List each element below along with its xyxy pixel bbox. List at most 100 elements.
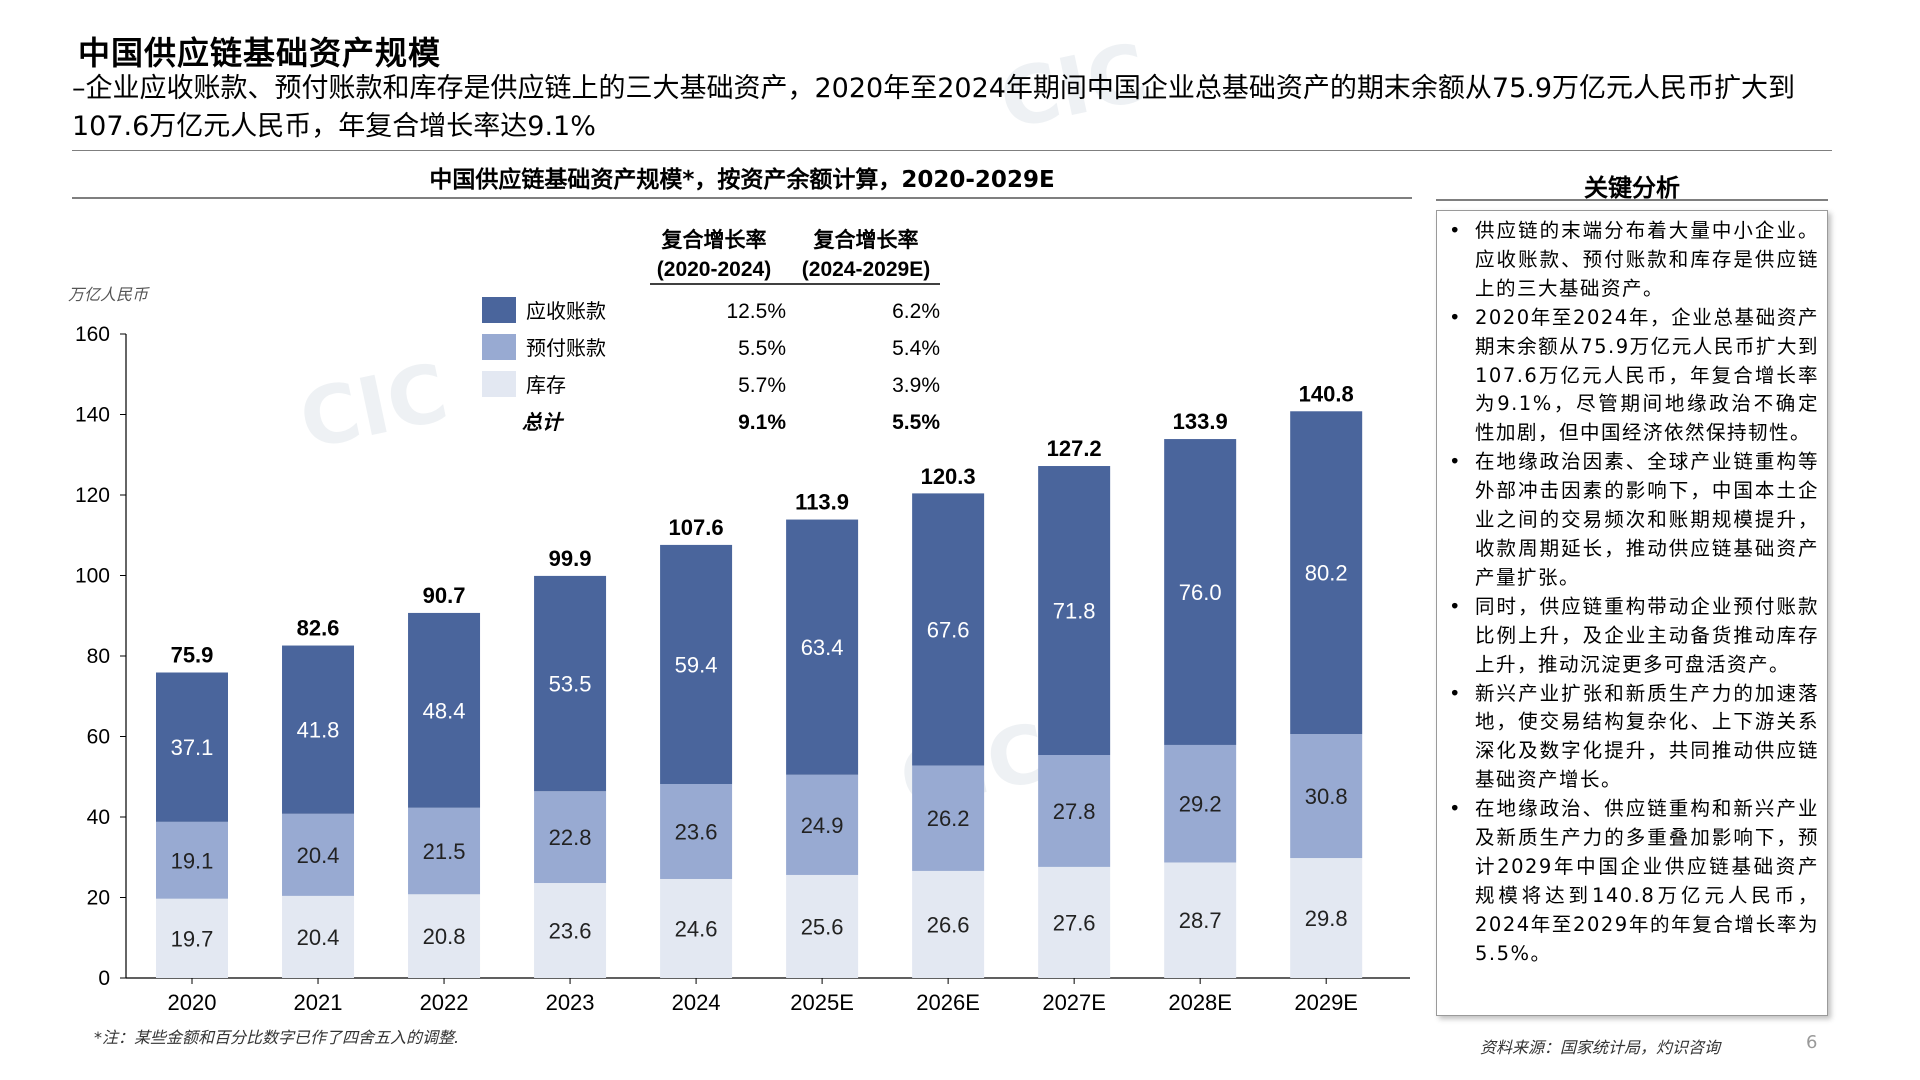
source-note: 资料来源：国家统计局，灼识咨询 bbox=[1480, 1038, 1721, 1057]
data-label: 29.2 bbox=[1179, 792, 1222, 817]
data-label: 63.4 bbox=[801, 635, 844, 660]
bar-segment bbox=[534, 575, 607, 792]
key-analysis-title: 关键分析 bbox=[1584, 174, 1680, 202]
data-label: 19.1 bbox=[171, 848, 214, 873]
x-tick-label: 2028E bbox=[1168, 990, 1232, 1015]
bar-segment bbox=[156, 821, 228, 899]
data-label: 25.6 bbox=[801, 914, 844, 939]
footnote: *注：某些金额和百分比数字已作了四舍五入的调整. bbox=[94, 1028, 460, 1047]
key-analysis-panel: 供应链的末端分布着大量中小企业。应收账款、预付账款和库存是供应链上的三大基础资产… bbox=[1436, 210, 1828, 1016]
cagr-value: 5.7% bbox=[738, 374, 786, 397]
data-label: 37.1 bbox=[171, 735, 214, 760]
data-label: 53.5 bbox=[549, 672, 592, 697]
bar-segment bbox=[786, 519, 859, 775]
data-label: 24.9 bbox=[801, 813, 844, 838]
data-label: 48.4 bbox=[423, 698, 466, 723]
bar-segment bbox=[1290, 734, 1363, 859]
legend-label: 库存 bbox=[526, 373, 566, 397]
bar-segment bbox=[408, 807, 481, 895]
total-label: 75.9 bbox=[171, 643, 214, 668]
bar-segment bbox=[912, 870, 985, 978]
bar-segment bbox=[1164, 862, 1237, 978]
data-label: 20.4 bbox=[297, 925, 340, 950]
data-label: 29.8 bbox=[1305, 906, 1348, 931]
data-label: 26.2 bbox=[927, 806, 970, 831]
bar-segment bbox=[282, 895, 355, 978]
legend-swatch bbox=[482, 297, 516, 323]
bar-segment bbox=[1164, 439, 1237, 745]
data-label: 23.6 bbox=[675, 819, 718, 844]
legend-label: 预付账款 bbox=[526, 336, 606, 360]
data-label: 30.8 bbox=[1305, 784, 1348, 809]
bar-segment bbox=[1038, 755, 1111, 867]
key-point: 2020年至2024年，企业总基础资产期末余额从75.9万亿元人民币扩大到107… bbox=[1449, 304, 1819, 449]
key-point: 新兴产业扩张和新质生产力的加速落地，使交易结构复杂化、上下游关系深化及数字化提升… bbox=[1449, 680, 1819, 796]
cagr-value: 12.5% bbox=[726, 300, 786, 323]
cagr-header: (2020-2024) bbox=[657, 258, 771, 281]
bar-segment bbox=[660, 783, 733, 879]
stacked-bar-chart: 0 20 40 60 80 100 120 140 160 万亿人民币 19.7 19.1 37.1 75… bbox=[68, 228, 1410, 1015]
cagr-total: 5.5% bbox=[892, 411, 940, 434]
bar-segment bbox=[1038, 466, 1111, 756]
total-label: 140.8 bbox=[1299, 381, 1354, 406]
total-label: 90.7 bbox=[423, 583, 466, 608]
bar-segment bbox=[786, 774, 859, 875]
data-label: 20.4 bbox=[297, 843, 340, 868]
bar-segment bbox=[282, 645, 355, 814]
bar-segment bbox=[534, 883, 607, 978]
key-point: 在地缘政治、供应链重构和新兴产业及新质生产力的多重叠加影响下，预计2029年中国… bbox=[1449, 795, 1819, 968]
chart-title: 中国供应链基础资产规模*，按资产余额计算，2020-2029E bbox=[429, 167, 1055, 193]
chart-title-divider bbox=[72, 197, 1412, 199]
key-point: 同时，供应链重构带动企业预付账款比例上升，及企业主动备货推动库存上升，推动沉淀更… bbox=[1449, 593, 1819, 680]
bar-segment bbox=[408, 894, 481, 978]
slide-title: 中国供应链基础资产规模 bbox=[78, 34, 442, 72]
data-label: 67.6 bbox=[927, 617, 970, 642]
y-tick-label: 60 bbox=[87, 726, 110, 749]
cagr-value: 3.9% bbox=[892, 374, 940, 397]
y-tick-label: 80 bbox=[87, 645, 110, 668]
x-tick-label: 2020 bbox=[168, 990, 217, 1015]
x-tick-label: 2023 bbox=[546, 990, 595, 1015]
y-tick-label: 120 bbox=[75, 484, 110, 507]
x-tick-label: 2022 bbox=[420, 990, 469, 1015]
data-label: 80.2 bbox=[1305, 561, 1348, 586]
legend-swatch bbox=[482, 371, 516, 397]
bar-segment bbox=[1038, 866, 1111, 978]
cagr-header: 复合增长率 bbox=[813, 228, 919, 252]
x-tick-label: 2029E bbox=[1294, 990, 1358, 1015]
total-label: 107.6 bbox=[669, 515, 724, 540]
legend-total-label: 总计 bbox=[522, 410, 565, 434]
data-label: 41.8 bbox=[297, 718, 340, 743]
y-axis-unit: 万亿人民币 bbox=[68, 285, 150, 304]
data-label: 59.4 bbox=[675, 652, 718, 677]
bar-segment bbox=[534, 791, 607, 884]
total-label: 133.9 bbox=[1173, 409, 1228, 434]
data-label: 27.6 bbox=[1053, 910, 1096, 935]
x-tick-label: 2026E bbox=[916, 990, 980, 1015]
y-tick-label: 140 bbox=[75, 404, 110, 427]
data-label: 76.0 bbox=[1179, 580, 1222, 605]
key-analysis-divider bbox=[1436, 199, 1828, 201]
bar-segment bbox=[660, 544, 733, 784]
total-label: 127.2 bbox=[1047, 436, 1102, 461]
x-tick-label: 2027E bbox=[1042, 990, 1106, 1015]
key-analysis-list: 供应链的末端分布着大量中小企业。应收账款、预付账款和库存是供应链上的三大基础资产… bbox=[1437, 211, 1827, 969]
y-tick-label: 100 bbox=[75, 565, 110, 588]
bar-segment bbox=[1290, 858, 1363, 978]
key-point: 在地缘政治因素、全球产业链重构等外部冲击因素的影响下，中国本土企业之间的交易频次… bbox=[1449, 448, 1819, 593]
bar-segment bbox=[282, 813, 355, 896]
data-label: 20.8 bbox=[423, 924, 466, 949]
data-label: 26.6 bbox=[927, 912, 970, 937]
bar-segment bbox=[912, 765, 985, 871]
y-tick-label: 0 bbox=[98, 967, 110, 990]
bar-segment bbox=[660, 878, 733, 978]
cagr-header: 复合增长率 bbox=[661, 228, 767, 252]
y-tick-label: 40 bbox=[87, 806, 110, 829]
x-tick-label: 2025E bbox=[790, 990, 854, 1015]
data-label: 21.5 bbox=[423, 839, 466, 864]
legend-swatch bbox=[482, 334, 516, 360]
bar-segment bbox=[156, 672, 228, 822]
title-divider bbox=[72, 150, 1832, 151]
total-label: 82.6 bbox=[297, 616, 340, 641]
cagr-header: (2024-2029E) bbox=[802, 258, 930, 281]
